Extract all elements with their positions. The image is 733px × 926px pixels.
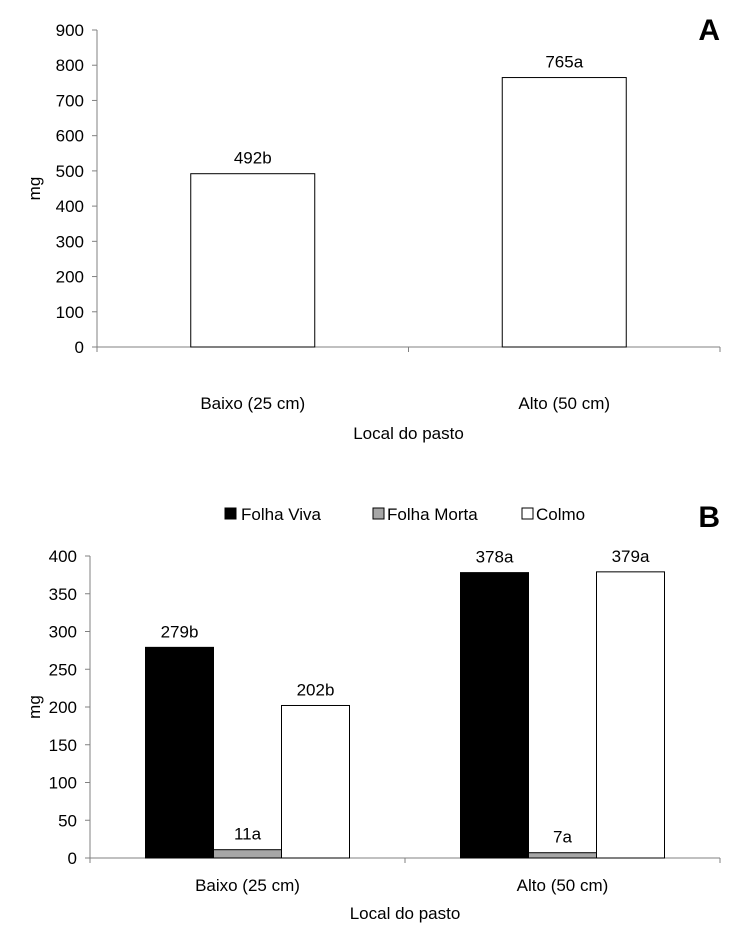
x-axis-title: Local do pasto bbox=[350, 904, 461, 923]
y-tick-label: 400 bbox=[56, 197, 84, 216]
x-tick-label: Baixo (25 cm) bbox=[200, 394, 305, 413]
y-tick-label: 500 bbox=[56, 162, 84, 181]
bar bbox=[501, 77, 627, 348]
y-tick-label: 200 bbox=[56, 268, 84, 287]
data-label: 492b bbox=[234, 149, 272, 168]
y-tick-label: 200 bbox=[49, 698, 77, 717]
data-label: 7a bbox=[553, 828, 572, 847]
panel-letter: A bbox=[698, 14, 720, 47]
panel-letter: B bbox=[698, 501, 720, 534]
y-tick-label: 350 bbox=[49, 585, 77, 604]
y-tick-label: 100 bbox=[56, 303, 84, 322]
bar bbox=[281, 704, 350, 859]
bar bbox=[145, 646, 214, 859]
legend-label: Colmo bbox=[536, 505, 585, 524]
bar bbox=[190, 173, 316, 348]
y-tick-label: 50 bbox=[58, 811, 77, 830]
data-label: 279b bbox=[161, 622, 199, 641]
y-tick-label: 0 bbox=[75, 338, 84, 357]
y-tick-label: 400 bbox=[49, 547, 77, 566]
legend-swatch bbox=[224, 507, 237, 520]
x-tick-label: Alto (50 cm) bbox=[518, 394, 610, 413]
y-tick-label: 0 bbox=[68, 849, 77, 868]
data-label: 11a bbox=[234, 825, 262, 844]
y-axis-title: mg bbox=[25, 695, 44, 719]
y-tick-label: 800 bbox=[56, 56, 84, 75]
data-label: 378a bbox=[476, 548, 514, 567]
y-tick-label: 150 bbox=[49, 736, 77, 755]
y-tick-label: 300 bbox=[49, 623, 77, 642]
bar bbox=[528, 852, 597, 859]
legend-swatch bbox=[372, 507, 385, 520]
data-label: 765a bbox=[545, 53, 583, 72]
y-tick-label: 250 bbox=[49, 660, 77, 679]
x-axis-title: Local do pasto bbox=[353, 424, 464, 443]
y-tick-label: 700 bbox=[56, 91, 84, 110]
legend-swatch bbox=[521, 507, 534, 520]
y-tick-label: 900 bbox=[56, 21, 84, 40]
y-tick-label: 600 bbox=[56, 127, 84, 146]
legend-label: Folha Morta bbox=[387, 505, 478, 524]
bar bbox=[596, 571, 665, 859]
bar bbox=[460, 572, 529, 859]
bar bbox=[213, 849, 282, 859]
data-label: 379a bbox=[612, 547, 650, 566]
y-tick-label: 300 bbox=[56, 232, 84, 251]
x-tick-label: Alto (50 cm) bbox=[517, 876, 609, 895]
legend-label: Folha Viva bbox=[241, 505, 322, 524]
y-axis-title: mg bbox=[25, 177, 44, 201]
x-tick-label: Baixo (25 cm) bbox=[195, 876, 300, 895]
data-label: 202b bbox=[297, 680, 335, 699]
y-tick-label: 100 bbox=[49, 774, 77, 793]
